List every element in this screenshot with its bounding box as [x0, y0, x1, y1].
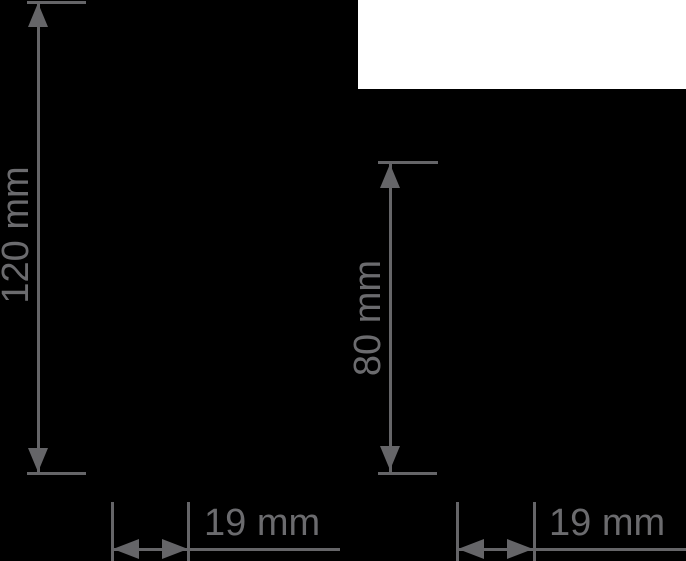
- extension-line-bottom: [378, 472, 437, 475]
- arrowhead-up-icon: [28, 3, 48, 27]
- dimension-label-120mm: 120 mm: [0, 166, 37, 304]
- dimension-line: [457, 548, 686, 551]
- arrowhead-left-icon: [113, 539, 139, 559]
- arrowhead-up-icon: [380, 164, 400, 188]
- extension-line-left: [111, 502, 114, 561]
- arrowhead-down-icon: [28, 448, 48, 472]
- dimension-line: [37, 3, 40, 472]
- arrowhead-left-icon: [458, 539, 484, 559]
- extension-line-bottom: [27, 472, 86, 475]
- extension-line-right: [533, 502, 536, 561]
- extension-line-top: [378, 161, 438, 164]
- extension-line-right: [187, 502, 190, 561]
- dimension-line: [112, 548, 340, 551]
- dimension-label-80mm: 80 mm: [347, 259, 389, 377]
- extension-line-top: [27, 1, 86, 4]
- dimension-line: [389, 164, 392, 472]
- arrowhead-right-icon: [162, 539, 188, 559]
- arrowhead-right-icon: [507, 539, 533, 559]
- dimension-label-19mm-left: 19 mm: [204, 502, 321, 544]
- dimension-label-19mm-right: 19 mm: [549, 502, 666, 544]
- extension-line-left: [456, 502, 459, 561]
- arrowhead-down-icon: [380, 446, 400, 470]
- white-patch: [358, 0, 686, 89]
